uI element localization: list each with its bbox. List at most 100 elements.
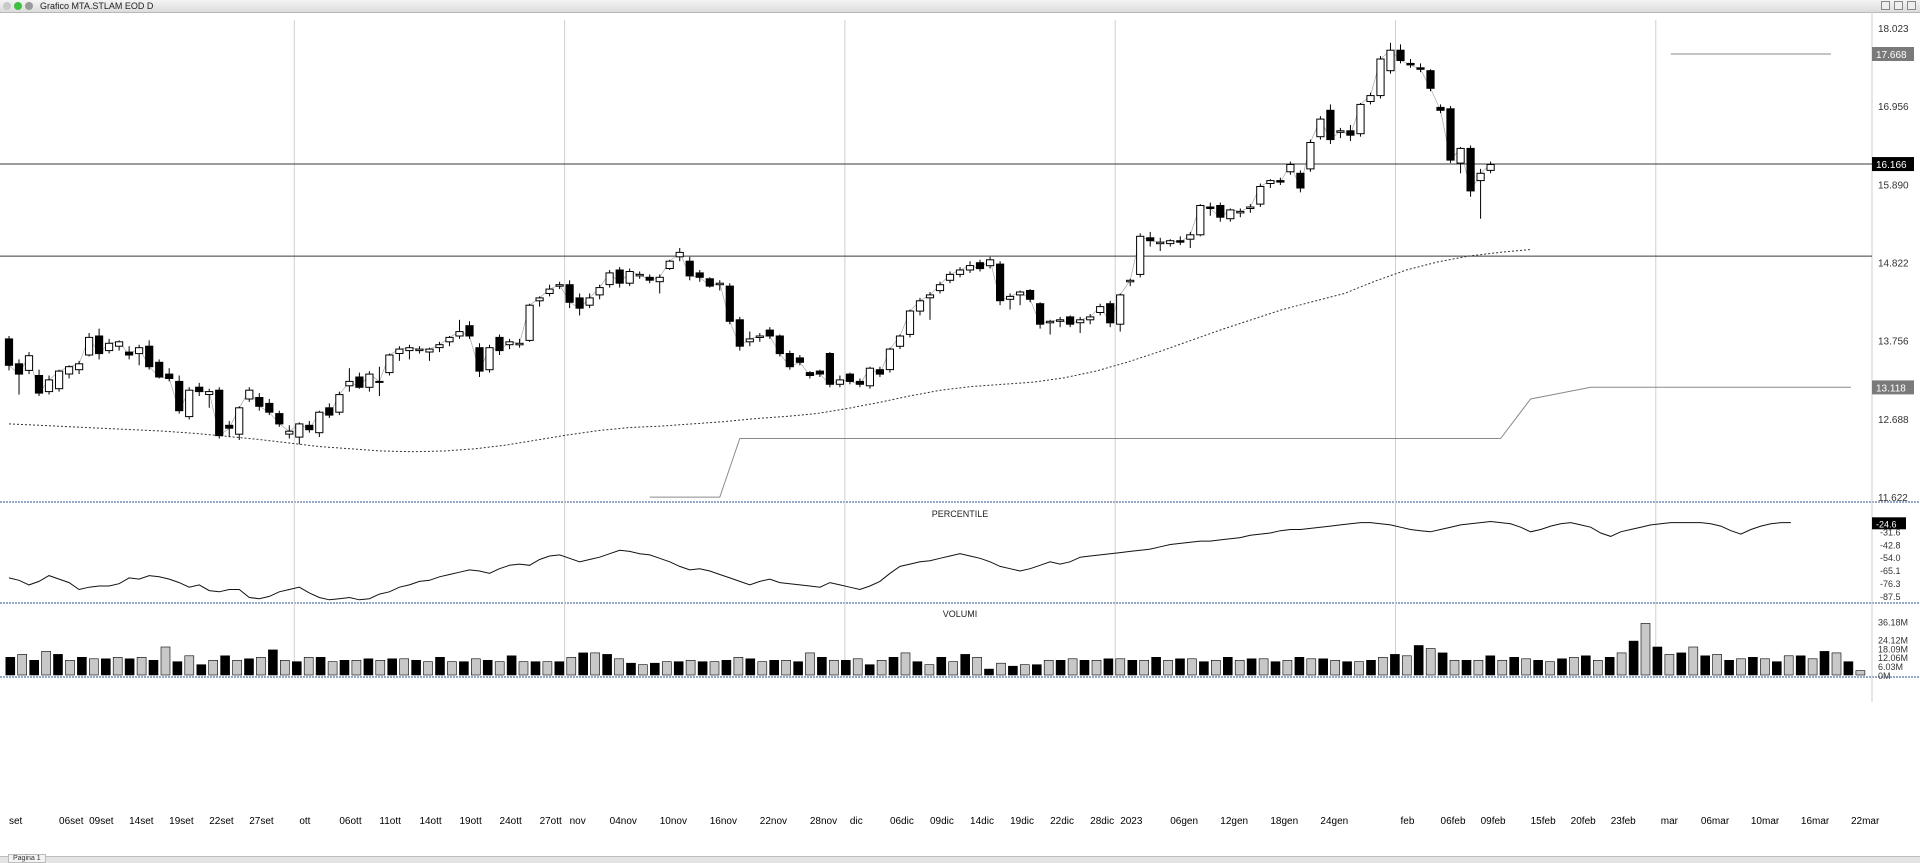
percentile-last-label-bg <box>1872 517 1906 530</box>
series-value-label-bg <box>1872 47 1914 62</box>
candle-body <box>65 366 74 375</box>
x-axis-tick: 28dic <box>1090 816 1114 827</box>
volume-bar <box>1008 665 1018 676</box>
candle-body <box>1336 130 1345 133</box>
candle-body <box>885 348 894 371</box>
candle-body <box>755 335 764 338</box>
volume-bar <box>1139 659 1149 676</box>
volume-bar <box>793 661 803 676</box>
volume-bar <box>757 661 768 676</box>
volume-panel-title: VOLUMI <box>943 609 978 619</box>
volume-bar <box>697 661 708 676</box>
candle-body <box>465 325 474 337</box>
volume-bar <box>745 658 756 676</box>
maximize-icon[interactable] <box>1894 1 1903 10</box>
volume-bar <box>399 658 410 676</box>
series-value-label-bg <box>1872 380 1914 395</box>
candle-body <box>1296 172 1305 189</box>
volume-bar <box>1545 661 1555 676</box>
volume-bar <box>1330 659 1340 676</box>
bottom-tab-bar <box>0 856 1920 863</box>
x-axis-tick: 09dic <box>930 816 954 827</box>
volume-bar <box>661 661 672 676</box>
candle-body <box>1466 147 1475 192</box>
price-axis-tick: 11.622 <box>1878 493 1908 504</box>
volume-bar <box>1652 646 1663 676</box>
candle-body <box>996 263 1005 302</box>
volume-bar <box>1318 658 1328 676</box>
candle-body <box>455 331 464 337</box>
candle-body <box>1376 58 1385 97</box>
volume-bar <box>1258 658 1269 676</box>
volume-axis-tick: 36.18M <box>1878 618 1908 628</box>
volume-bar <box>1473 659 1484 676</box>
volume-bar <box>1760 658 1770 676</box>
x-axis-tick: 06dic <box>890 816 914 827</box>
volume-bar <box>112 656 123 676</box>
candle-body <box>1116 294 1125 325</box>
candle-body <box>1036 303 1045 325</box>
volume-bar <box>184 655 195 676</box>
candle-body <box>775 335 784 355</box>
candle-body <box>1086 316 1095 321</box>
volume-bar <box>1127 659 1138 676</box>
candle-body <box>405 347 414 352</box>
volume-bar <box>1378 656 1388 676</box>
volume-bar <box>996 662 1006 676</box>
candle-body <box>205 391 214 396</box>
x-axis-tick: 04nov <box>610 816 637 827</box>
volume-bar <box>1676 652 1687 676</box>
x-axis-tick: 15feb <box>1531 816 1556 827</box>
volume-bar <box>876 659 887 676</box>
volume-bar <box>1151 656 1161 676</box>
candle-body <box>95 335 104 355</box>
volume-bar <box>1175 658 1185 676</box>
volume-bar <box>1748 656 1758 676</box>
volume-bar <box>554 661 565 676</box>
candle-body <box>255 397 264 407</box>
candle-body <box>1246 206 1255 209</box>
x-axis-tick: 14dic <box>970 816 994 827</box>
candle-body <box>1326 109 1335 141</box>
volume-bar <box>685 659 696 676</box>
chart-canvas[interactable]: 18.023 16.956 15.890 14.822 13.756 12.688 11.6… <box>0 12 1920 854</box>
volume-bar <box>17 654 28 676</box>
candle-body <box>175 380 184 412</box>
volume-bar <box>351 659 362 676</box>
volume-bar <box>840 659 851 676</box>
series-value-label: 17.668 <box>1876 50 1907 61</box>
volume-bar <box>136 656 147 676</box>
minimize-icon[interactable] <box>1881 1 1890 10</box>
candle-body <box>125 351 134 356</box>
candle-body <box>1046 320 1055 324</box>
candle-body <box>75 363 84 371</box>
volume-bar <box>1581 655 1591 676</box>
candle-body <box>295 423 304 438</box>
candle-body <box>855 380 864 385</box>
volume-bar <box>1402 655 1412 676</box>
x-axis-tick: 06mar <box>1701 816 1730 827</box>
window-menu-icon[interactable] <box>3 2 11 10</box>
volume-bar <box>1831 652 1842 676</box>
price-axis-tick: 16.956 <box>1878 102 1909 113</box>
volume-bar <box>1533 659 1543 676</box>
close-icon[interactable] <box>1907 1 1916 10</box>
x-axis-tick: 28nov <box>810 816 837 827</box>
candle-body <box>1286 164 1295 173</box>
candle-body <box>315 411 324 434</box>
volume-bar <box>1819 651 1830 676</box>
x-axis-tick: 14set <box>129 816 154 827</box>
candle-body <box>615 269 624 284</box>
candle-body <box>1436 106 1445 111</box>
window-titlebar: Grafico MTA.STLAM EOD D <box>0 0 1920 13</box>
volume-bar <box>1795 655 1806 676</box>
percentile-line <box>8 520 1791 601</box>
volume-bar <box>829 659 839 676</box>
percentile-last-label: -24.6 <box>1876 519 1897 529</box>
volume-bar <box>1843 661 1854 676</box>
candle-body <box>645 276 654 281</box>
volume-bar <box>1294 656 1305 676</box>
candle-body <box>235 407 244 435</box>
candle-body <box>14 363 24 375</box>
x-axis-tick: 19set <box>169 816 194 827</box>
